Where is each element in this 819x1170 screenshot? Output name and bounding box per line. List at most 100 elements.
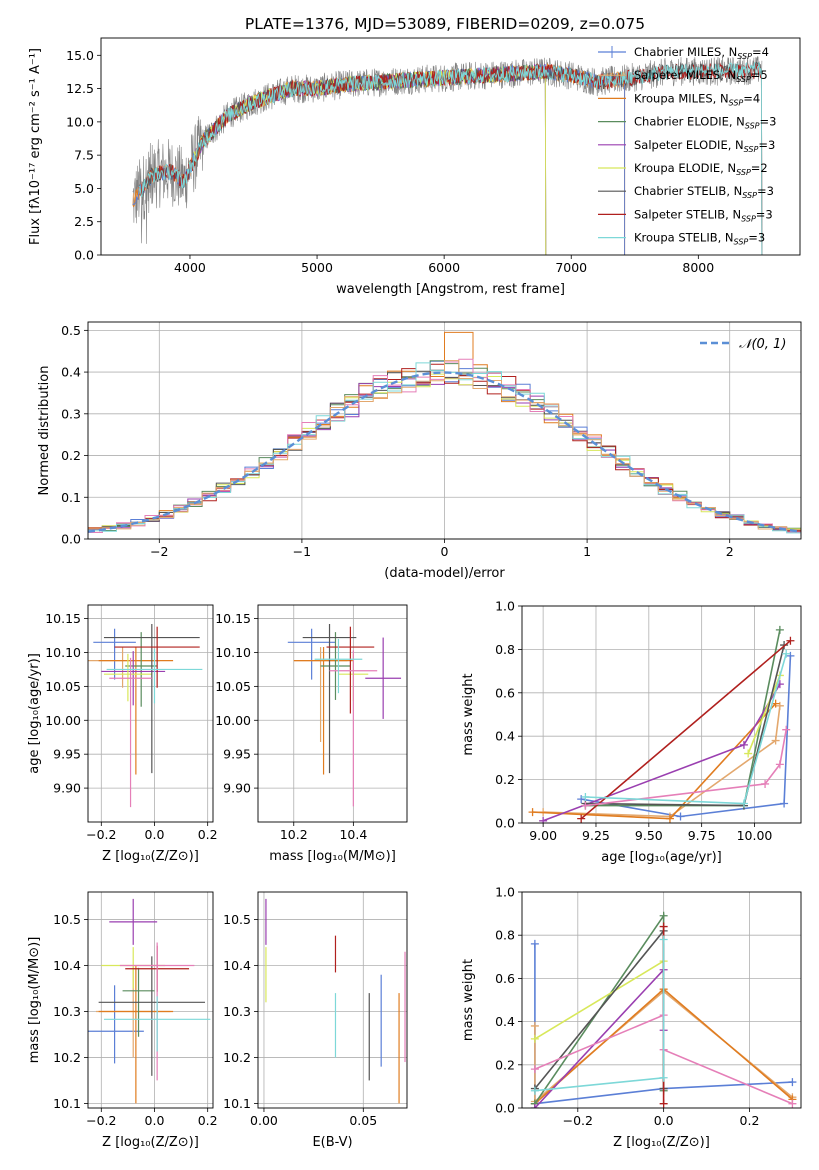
x-tick-label: 10.2 <box>280 827 308 842</box>
errorbar-point <box>98 956 206 1076</box>
plus-marker <box>530 1065 539 1074</box>
errorbar-point <box>103 623 200 774</box>
y-tick-label: 9.95 <box>223 747 251 762</box>
plus-marker <box>530 1086 539 1095</box>
spectrum-lines <box>132 56 763 255</box>
weight-series <box>528 625 795 823</box>
plus-marker <box>744 749 753 758</box>
figure-title: PLATE=1376, MJD=53089, FIBERID=0209, z=0… <box>245 15 645 33</box>
weight-series-line <box>528 699 780 823</box>
legend-label: Salpeter MILES, NSSP=5 <box>634 68 768 84</box>
plot-frame <box>257 604 408 823</box>
errorbar-point <box>365 637 402 719</box>
y-tick-label: 10.15 <box>215 611 251 626</box>
errorbar-point <box>109 657 152 808</box>
y-tick-label: 10.5 <box>223 912 251 927</box>
errorbar-point <box>109 898 158 945</box>
normal-reference-curve <box>88 371 799 533</box>
y-tick-label: 9.95 <box>53 747 81 762</box>
histograms <box>88 331 801 536</box>
weight-series-line <box>581 649 791 808</box>
y-tick-label: 10.1 <box>223 1096 251 1111</box>
errorbar-point <box>98 647 174 775</box>
x-tick-label: −1 <box>293 544 311 559</box>
y-tick-label: 1.0 <box>495 885 515 900</box>
x-axis-label: Z [log₁₀(Z/Z⊙)] <box>102 849 199 864</box>
x-tick-label: 0.05 <box>349 1113 377 1128</box>
y-tick-label: 10.5 <box>53 912 81 927</box>
legend-label: Chabrier ELODIE, NSSP=3 <box>634 115 776 131</box>
plus-marker <box>530 939 539 948</box>
x-tick-label: 9.50 <box>635 828 663 843</box>
series-path <box>534 960 665 1040</box>
legend-label: Chabrier MILES, NSSP=4 <box>634 45 769 61</box>
y-tick-label: 2.5 <box>74 214 94 229</box>
x-tick-label: 0.0 <box>145 827 165 842</box>
y-tick-label: 15.0 <box>66 48 94 63</box>
mass-vs-metallicity-panel: −0.2 0.0 0.2 10.1 10.2 10.3 10.4 10.5 Z [log₁₀(Z… <box>27 891 218 1150</box>
x-axis-label: Z [log₁₀(Z/Z⊙)] <box>102 1135 199 1150</box>
y-tick-label: 10.3 <box>53 1004 81 1019</box>
x-axis-label: (data-model)/error <box>384 566 505 581</box>
y-tick-label: 1.0 <box>495 599 515 614</box>
y-tick-label: 0.0 <box>74 248 94 263</box>
x-axis-label: Z [log₁₀(Z/Z⊙)] <box>613 1135 710 1150</box>
errorbar-point <box>106 649 203 704</box>
x-tick-label: 0.0 <box>654 1113 674 1128</box>
weight-vs-metallicity-panel: −0.2 0.0 0.2 0.0 0.2 0.4 0.6 0.8 1.0 Z [log₁₀(Z/Z… <box>461 885 802 1150</box>
legend-label: Salpeter ELODIE, NSSP=3 <box>634 138 775 154</box>
y-tick-label: 10.00 <box>215 713 251 728</box>
errorbar-point <box>114 626 200 688</box>
y-tick-label: 10.4 <box>223 958 251 973</box>
plus-marker <box>665 814 674 823</box>
x-tick-label: 0.00 <box>250 1113 278 1128</box>
y-tick-label: 10.2 <box>223 1050 251 1065</box>
x-tick-label: 9.25 <box>582 828 610 843</box>
y-tick-label: 0.0 <box>61 532 81 547</box>
residual-histogram-panel: −2 −1 0 1 2 0.0 0.1 0.2 0.3 0.4 0.5 (data-model)/er… <box>37 321 802 581</box>
y-axis-label: Flux [fλ10⁻¹⁷ erg cm⁻² s⁻¹ A⁻¹] <box>28 48 43 245</box>
x-axis-label: mass [log₁₀(M/M⊙)] <box>269 849 396 864</box>
plus-marker <box>788 1099 797 1108</box>
plot-frame <box>87 891 214 1109</box>
x-tick-label: 9.00 <box>529 828 557 843</box>
y-tick-label: 0.2 <box>495 1057 515 1072</box>
plus-marker <box>780 799 789 808</box>
plot-frame <box>257 891 408 1109</box>
spectrum-panel: 4000 5000 6000 7000 8000 0.0 2.5 5.0 7.5 10.0 12.5… <box>28 37 801 297</box>
plus-marker <box>577 814 586 823</box>
y-axis-label: mass [log₁₀(M/M⊙)] <box>27 937 42 1064</box>
y-tick-label: 9.90 <box>53 781 81 796</box>
y-tick-label: 7.5 <box>74 148 94 163</box>
x-tick-label: 8000 <box>682 260 714 275</box>
plus-marker <box>581 792 590 801</box>
plus-marker <box>530 1021 539 1030</box>
y-tick-label: 0.1 <box>61 490 81 505</box>
errorbar-point <box>314 638 363 694</box>
y-tick-label: 0.0 <box>495 1101 515 1116</box>
plus-marker <box>659 935 668 944</box>
plus-marker <box>775 625 784 634</box>
x-tick-label: −0.2 <box>563 1113 593 1128</box>
weight-series-line <box>530 935 668 1095</box>
y-tick-label: 10.15 <box>45 611 81 626</box>
x-tick-label: −0.2 <box>86 827 116 842</box>
y-tick-label: 10.0 <box>66 114 94 129</box>
weight-series <box>530 911 797 1108</box>
residual-histogram <box>88 360 801 533</box>
plot-frame <box>87 604 214 823</box>
y-tick-label: 10.1 <box>53 1096 81 1111</box>
plus-marker <box>659 911 668 920</box>
error-bars <box>287 623 402 807</box>
plot-frame <box>521 605 802 824</box>
x-tick-label: 4000 <box>174 260 206 275</box>
plus-marker <box>676 812 685 821</box>
plus-marker <box>530 1104 539 1108</box>
series-path <box>585 729 787 807</box>
plus-marker <box>659 1099 668 1108</box>
plus-marker <box>775 701 784 710</box>
plus-marker <box>788 1078 797 1087</box>
x-tick-label: 10.00 <box>737 828 773 843</box>
errorbar-point <box>103 996 211 1052</box>
